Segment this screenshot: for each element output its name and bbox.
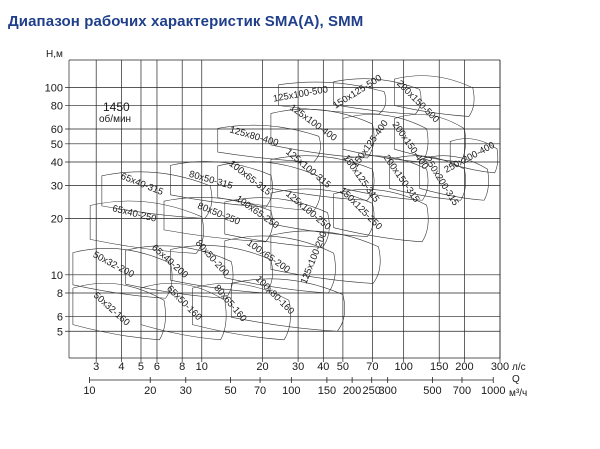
region-outline: [170, 245, 273, 294]
region-outline: [72, 283, 166, 341]
x2-tick-label: 70: [254, 385, 266, 397]
x-tick-label: 30: [292, 361, 304, 373]
x2-tick-label: 150: [318, 385, 336, 397]
x2-tick-label: 100: [282, 385, 300, 397]
speed-unit: об/мин: [99, 113, 131, 125]
region-label: 100х80-160: [253, 274, 296, 317]
region-outline: [270, 230, 381, 284]
speed-value: 1450: [103, 100, 130, 114]
region-label: 50х32-160: [91, 290, 132, 328]
chart-title: Диапазон рабочих характеристик SMA(A), S…: [8, 13, 364, 30]
x-axis-label: Q: [512, 374, 520, 385]
y-tick-label: 40: [51, 157, 63, 169]
region-outlines: [72, 75, 499, 341]
region-outline: [217, 124, 321, 163]
x-tick-label: 3: [93, 361, 99, 373]
x2-tick-label: 10: [83, 385, 95, 397]
x-tick-label: 100: [394, 361, 412, 373]
x-tick-label: 6: [154, 361, 160, 373]
x-tick-label: 4: [118, 361, 124, 373]
region-label: 100х65-315: [227, 158, 273, 198]
region-outline: [270, 155, 375, 201]
x2-tick-label: 1000: [481, 385, 505, 397]
region-label: 80х65-160: [211, 283, 248, 324]
region-outline: [342, 114, 429, 163]
x2-tick-label: 700: [453, 385, 471, 397]
region-label: 65х40-315: [119, 171, 165, 198]
x-tick-label: 40: [317, 361, 329, 373]
x-tick-label: 200: [455, 361, 473, 373]
axes: Н,м л/с Q м³/ч: [46, 49, 527, 399]
x2-axis-unit: м³/ч: [509, 388, 527, 399]
region-outline: [333, 189, 429, 243]
y-tick-label: 80: [51, 101, 63, 113]
x-tick-label: 150: [430, 361, 448, 373]
y-tick-label: 20: [51, 213, 63, 225]
y-tick-label: 10: [51, 270, 63, 282]
x2-tick-label: 20: [144, 385, 156, 397]
x-tick-label: 20: [256, 361, 268, 373]
region-outline: [394, 75, 475, 117]
y-tick-label: 50: [51, 139, 63, 151]
x2-tick-label: 50: [224, 385, 236, 397]
x-axis-unit: л/с: [512, 362, 526, 373]
y-tick-label: 60: [51, 124, 63, 136]
region-outline: [278, 81, 387, 115]
y-axis-label: Н,м: [46, 49, 63, 60]
region-outline: [125, 245, 234, 299]
region-outline: [270, 108, 375, 159]
region-label: 100х65-200: [245, 238, 292, 276]
region-label: 250х200-400: [443, 140, 497, 176]
y-tick-label: 6: [57, 311, 63, 323]
x2-tick-label: 200: [343, 385, 361, 397]
region-label: 125х80-400: [228, 124, 279, 148]
region-outline: [342, 155, 429, 201]
region-label: 65х40-250: [111, 203, 157, 225]
region-label: 125х100-250: [283, 189, 333, 233]
y-tick-label: 8: [57, 288, 63, 300]
region-label: 65х50-160: [164, 284, 204, 324]
region-label: 125х100-400: [287, 102, 338, 144]
x2-tick-label: 250: [363, 385, 381, 397]
x-tick-label: 8: [179, 361, 185, 373]
region-outline: [389, 155, 466, 201]
region-outline: [72, 248, 173, 299]
region-label: 50х32-200: [91, 249, 136, 280]
region-outline: [140, 283, 227, 341]
x-tick-label: 50: [337, 361, 349, 373]
region-outline: [224, 235, 336, 294]
y-tick-label: 30: [51, 180, 63, 192]
region-label: 100х65-250: [233, 193, 280, 231]
x-tick-label: 300: [491, 361, 509, 373]
region-outline: [419, 155, 489, 201]
x-tick-label: 5: [138, 361, 144, 373]
x2-tick-label: 300: [379, 385, 397, 397]
region-outline: [333, 78, 422, 115]
region-outline: [449, 138, 499, 174]
region-label: 125х100-315: [283, 147, 333, 191]
region-outline: [230, 278, 346, 332]
x-tick-label: 70: [366, 361, 378, 373]
x2-tick-label: 500: [423, 385, 441, 397]
x-tick-label: 10: [196, 361, 208, 373]
region-label: 80х50-200: [193, 238, 231, 279]
speed-label: 1450 об/мин: [99, 100, 131, 125]
y-tick-label: 5: [57, 326, 63, 338]
y-tick-label: 100: [45, 82, 63, 94]
region-outline: [163, 197, 273, 243]
x2-tick-label: 30: [180, 385, 192, 397]
region-outline: [101, 171, 213, 219]
region-outline: [217, 161, 321, 211]
region-outline: [89, 200, 204, 254]
region-outline: [192, 282, 291, 341]
grid: [65, 59, 501, 362]
